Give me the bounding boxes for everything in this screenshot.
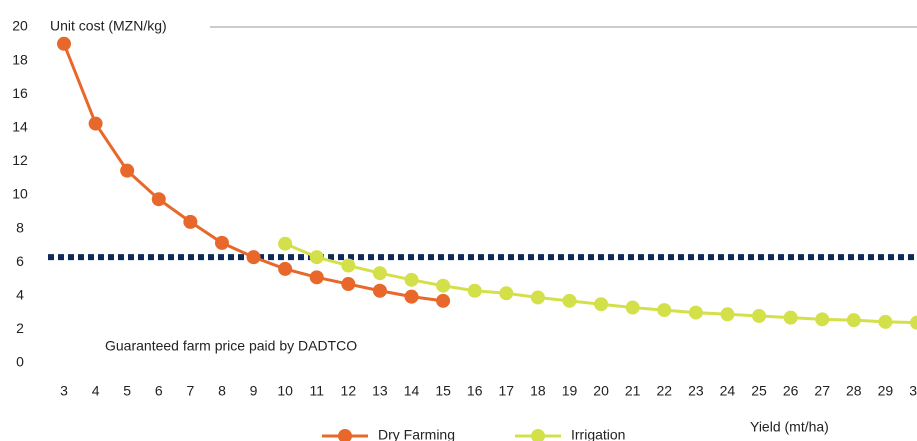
y-tick-label: 4: [16, 287, 24, 303]
x-tick-label: 14: [404, 383, 420, 399]
x-tick-label: 20: [593, 383, 609, 399]
point: [151, 192, 166, 207]
x-tick-label: 13: [372, 383, 388, 399]
legend-label: Irrigation: [571, 427, 625, 441]
point: [625, 300, 640, 315]
point: [815, 312, 830, 327]
point: [309, 250, 324, 265]
x-tick-label: 10: [277, 383, 293, 399]
x-tick-label: 17: [499, 383, 515, 399]
x-tick-label: 12: [341, 383, 357, 399]
point: [278, 236, 293, 251]
x-tick-label: 22: [656, 383, 672, 399]
x-tick-label: 27: [814, 383, 830, 399]
point: [341, 258, 356, 273]
x-tick-label: 6: [155, 383, 163, 399]
point: [88, 116, 103, 131]
point: [57, 36, 71, 51]
point: [120, 163, 135, 178]
y-tick-label: 10: [12, 186, 28, 202]
x-tick-label: 16: [467, 383, 483, 399]
x-tick-label: 3: [60, 383, 68, 399]
point: [436, 278, 451, 293]
point: [404, 272, 419, 287]
point: [214, 235, 229, 250]
x-tick-label: 23: [688, 383, 704, 399]
x-tick-label: 9: [250, 383, 258, 399]
point: [404, 289, 419, 304]
x-tick-label: 21: [625, 383, 641, 399]
point: [752, 308, 767, 323]
y-tick-label: 12: [12, 152, 28, 168]
x-tick-label: 29: [878, 383, 894, 399]
point: [499, 286, 514, 301]
annotation: Guaranteed farm price paid by DADTCO: [105, 338, 357, 354]
x-tick-label: 4: [92, 383, 100, 399]
x-axis-label: Yield (mt/ha): [750, 419, 829, 435]
point: [878, 314, 893, 329]
y-tick-label: 8: [16, 219, 24, 235]
point: [372, 283, 387, 298]
x-tick-label: 8: [218, 383, 226, 399]
point: [436, 293, 451, 308]
x-tick-label: 11: [309, 383, 324, 399]
point: [594, 297, 609, 312]
point: [846, 313, 861, 328]
y-tick-label: 0: [16, 354, 24, 370]
point: [783, 310, 798, 325]
x-tick-label: 18: [530, 383, 546, 399]
y-axis-label: Unit cost (MZN/kg): [50, 18, 167, 34]
x-tick-label: 19: [562, 383, 578, 399]
x-tick-label: 26: [783, 383, 799, 399]
y-tick-label: 16: [12, 85, 28, 101]
y-tick-label: 14: [12, 119, 28, 135]
y-tick-label: 20: [12, 18, 28, 34]
legend-marker: [531, 429, 545, 441]
point: [278, 261, 293, 276]
point: [309, 270, 324, 285]
point: [372, 266, 387, 281]
point: [246, 250, 261, 265]
x-tick-label: 28: [846, 383, 862, 399]
x-tick-label: 5: [123, 383, 131, 399]
point: [467, 283, 482, 298]
y-tick-label: 18: [12, 51, 28, 67]
point: [910, 315, 917, 330]
point: [657, 303, 672, 318]
point: [530, 290, 545, 305]
x-tick-label: 30: [909, 383, 917, 399]
point: [562, 293, 577, 308]
point: [688, 305, 703, 320]
legend-label: Dry Farming: [378, 427, 455, 441]
legend-marker: [338, 429, 352, 441]
point: [720, 307, 735, 322]
x-tick-label: 24: [720, 383, 736, 399]
point: [183, 214, 198, 229]
y-tick-label: 6: [16, 253, 24, 269]
x-tick-label: 7: [186, 383, 194, 399]
y-tick-label: 2: [16, 320, 24, 336]
point: [341, 277, 356, 292]
x-tick-label: 15: [435, 383, 451, 399]
x-tick-label: 25: [751, 383, 767, 399]
